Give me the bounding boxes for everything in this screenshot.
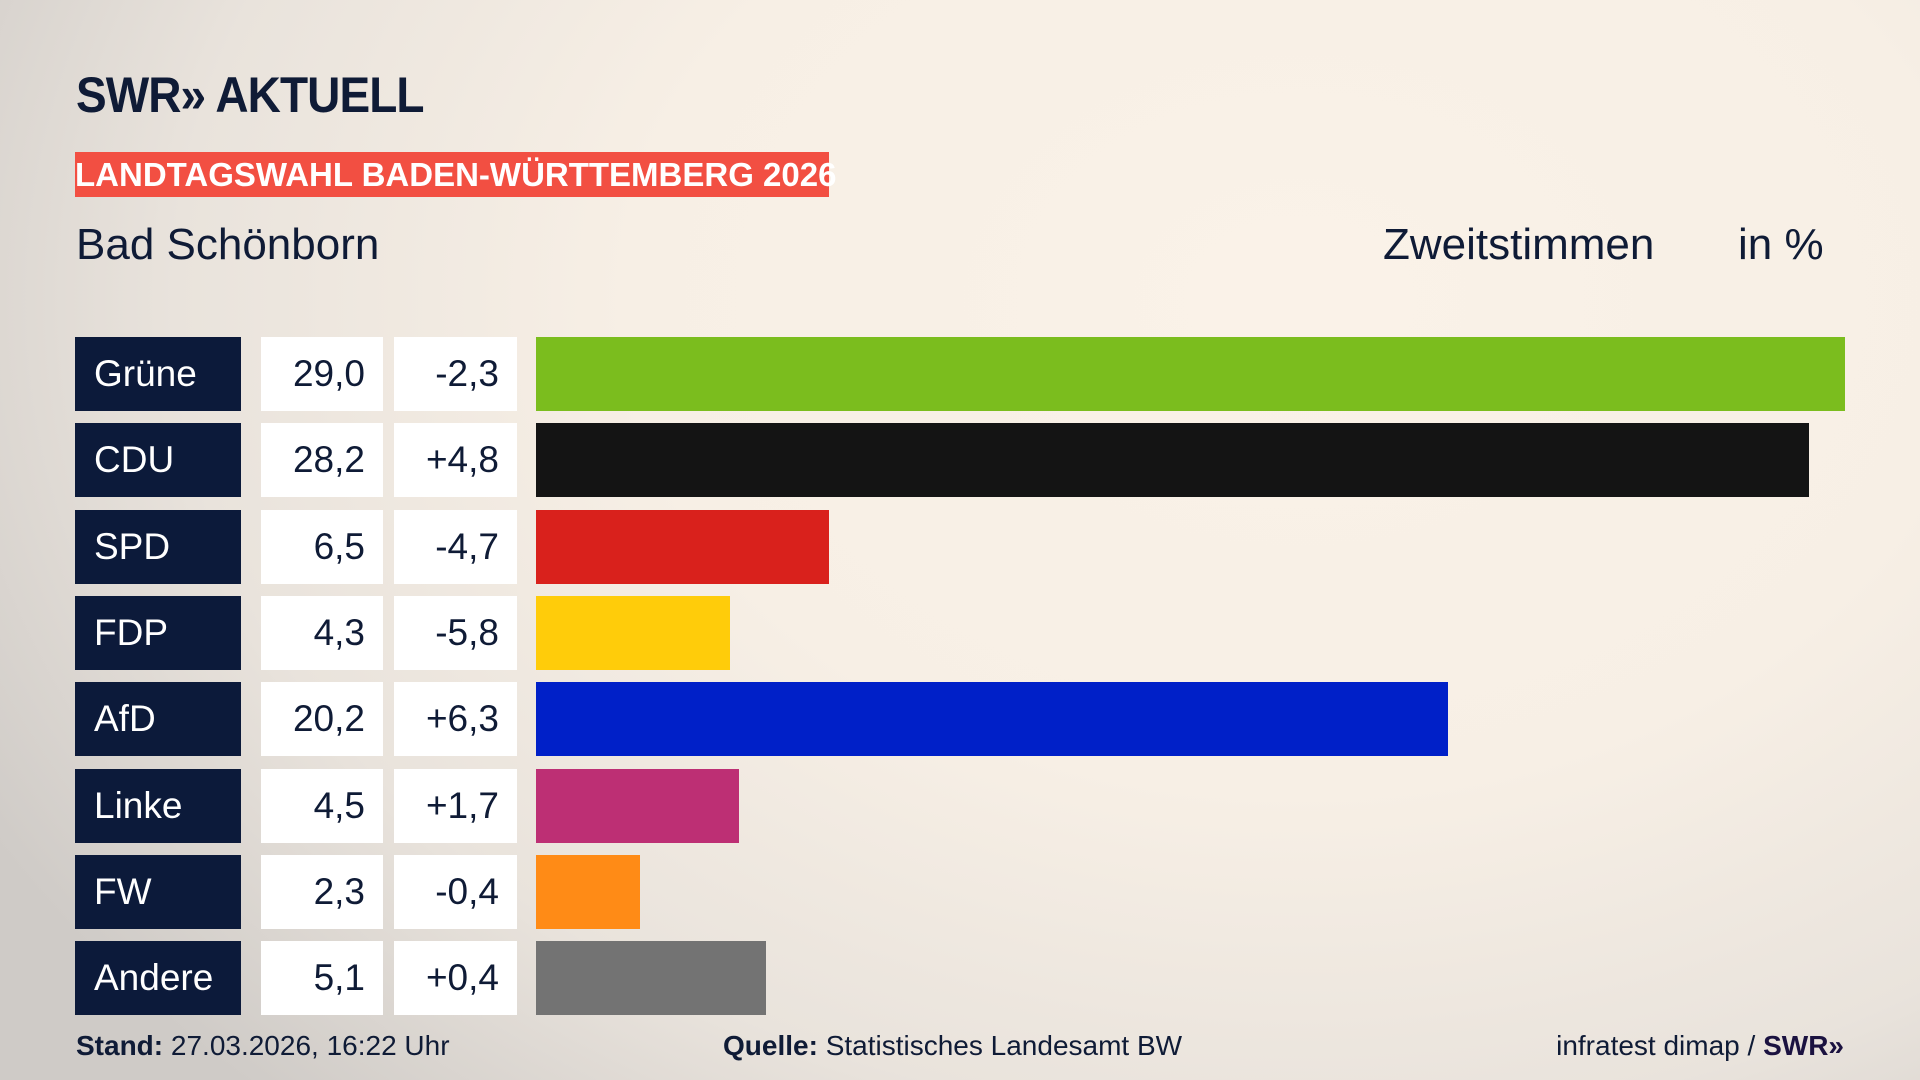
diff-label: +6,3 [394, 682, 517, 757]
bar-afd [536, 682, 1448, 757]
value-label: 28,2 [261, 423, 383, 498]
party-label: AfD [75, 682, 241, 757]
party-row: Linke 4,5 +1,7 [0, 768, 1920, 843]
party-row: FW 2,3 -0,4 [0, 854, 1920, 929]
vote-type-label: Zweitstimmen [1383, 220, 1655, 269]
diff-label: -5,8 [394, 595, 517, 670]
party-label: Andere [75, 941, 241, 1016]
diff-label: -4,7 [394, 509, 517, 584]
party-label: Grüne [75, 337, 241, 411]
source: Quelle: Statistisches Landesamt BW [723, 1030, 1182, 1062]
bar-cdu [536, 423, 1809, 498]
party-row: Andere 5,1 +0,4 [0, 941, 1920, 1016]
election-banner: LANDTAGSWAHL BADEN-WÜRTTEMBERG 2026 [75, 152, 836, 197]
swr-aktuell-logo: SWR» AKTUELL [76, 67, 424, 123]
bar-linke [536, 768, 740, 843]
credit-text: infratest dimap / [1556, 1030, 1764, 1061]
bar-andere [536, 941, 767, 1016]
value-label: 4,3 [261, 595, 383, 670]
party-row: Grüne 29,0 -2,3 [0, 337, 1920, 411]
party-label: FDP [75, 595, 241, 670]
credit: infratest dimap / SWR» [1556, 1030, 1844, 1062]
value-label: 4,5 [261, 768, 383, 843]
party-row: AfD 20,2 +6,3 [0, 682, 1920, 757]
party-label: FW [75, 854, 241, 929]
diff-label: +1,7 [394, 768, 517, 843]
timestamp: Stand: 27.03.2026, 16:22 Uhr [76, 1030, 450, 1062]
party-label: CDU [75, 423, 241, 498]
party-row: SPD 6,5 -4,7 [0, 509, 1920, 584]
diff-label: +4,8 [394, 423, 517, 498]
bar-grüne [536, 337, 1845, 411]
swr-logo: SWR» [1763, 1030, 1844, 1061]
bar-spd [536, 509, 830, 584]
diff-label: +0,4 [394, 941, 517, 1016]
value-label: 6,5 [261, 509, 383, 584]
diff-label: -2,3 [394, 337, 517, 411]
party-label: SPD [75, 509, 241, 584]
party-row: CDU 28,2 +4,8 [0, 423, 1920, 498]
party-label: Linke [75, 768, 241, 843]
source-label: Quelle: [723, 1030, 818, 1061]
region-title: Bad Schönborn [76, 220, 380, 269]
diff-label: -0,4 [394, 854, 517, 929]
bar-fw [536, 854, 640, 929]
unit-label: in % [1738, 220, 1824, 269]
stand-value: 27.03.2026, 16:22 Uhr [170, 1030, 450, 1061]
stand-label: Stand: [76, 1030, 164, 1061]
bar-fdp [536, 595, 731, 670]
value-label: 29,0 [261, 337, 383, 411]
value-label: 2,3 [261, 854, 383, 929]
value-label: 20,2 [261, 682, 383, 757]
value-label: 5,1 [261, 941, 383, 1016]
party-row: FDP 4,3 -5,8 [0, 595, 1920, 670]
source-value: Statistisches Landesamt BW [825, 1030, 1183, 1061]
